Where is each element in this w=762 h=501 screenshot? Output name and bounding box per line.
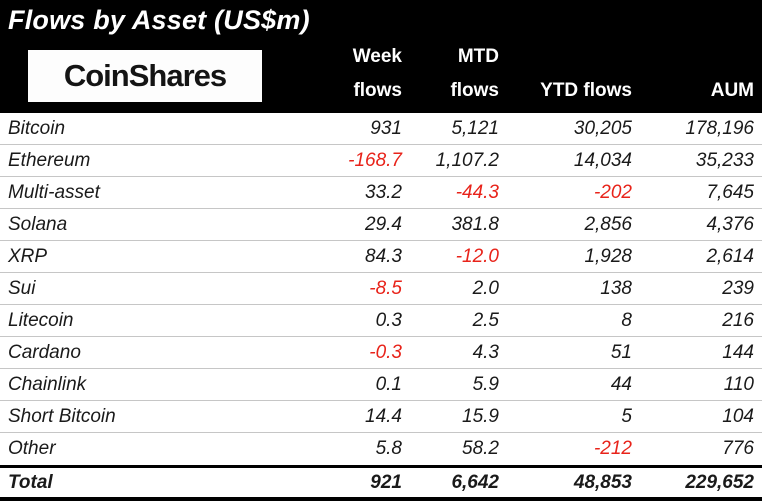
ytd-flows-value: 51 <box>610 341 632 363</box>
asset-name: Bitcoin <box>8 117 66 139</box>
col-header-mtd-line2: flows <box>450 80 499 102</box>
table-row: Other 5.8 58.2 -212 776 <box>0 433 762 465</box>
col-header-week-flows: Week flows <box>180 40 402 116</box>
mtd-flows-value: 58.2 <box>462 438 499 459</box>
col-header-week-line1: Week <box>352 46 402 67</box>
table-row: Cardano -0.3 4.3 51 144 <box>0 337 762 369</box>
aum-value: 216 <box>722 309 754 331</box>
table-row: Short Bitcoin 14.4 15.9 5 104 <box>0 401 762 433</box>
aum-value: 178,196 <box>685 117 754 139</box>
mtd-flows-value: 4.3 <box>472 341 499 363</box>
total-label: Total <box>8 471 53 493</box>
col-header-aum: AUM <box>710 80 754 102</box>
total-mtd-flows-value: 6,642 <box>451 471 499 493</box>
table-row: Solana 29.4 381.8 2,856 4,376 <box>0 209 762 241</box>
aum-value: 104 <box>722 405 754 427</box>
asset-name: Sui <box>8 277 36 299</box>
week-flows-value: -8.5 <box>369 277 402 299</box>
coinshares-wordmark: CoinShares <box>63 58 227 93</box>
table-row: Ethereum -168.7 1,107.2 14,034 35,233 <box>0 145 762 177</box>
aum-value: 776 <box>722 438 754 459</box>
asset-name: Ethereum <box>8 149 91 171</box>
asset-name: Litecoin <box>8 309 74 331</box>
asset-name: Other <box>8 438 56 459</box>
aum-value: 2,614 <box>706 245 754 267</box>
week-flows-value: 84.3 <box>365 245 402 267</box>
ytd-flows-value: 30,205 <box>573 117 632 139</box>
col-header-week-line2: flows <box>353 80 402 102</box>
asset-name: Solana <box>8 213 68 235</box>
table-row: XRP 84.3 -12.0 1,928 2,614 <box>0 241 762 273</box>
asset-name: Cardano <box>8 341 81 363</box>
ytd-flows-value: -212 <box>593 438 632 459</box>
week-flows-value: 0.1 <box>375 373 402 395</box>
week-flows-value: 0.3 <box>375 309 402 331</box>
aum-value: 35,233 <box>695 149 754 171</box>
coinshares-logo: CoinShares <box>28 50 262 102</box>
ytd-flows-value: 14,034 <box>573 149 632 171</box>
ytd-flows-value: 5 <box>621 405 632 427</box>
col-header-mtd-flows: MTD flows <box>402 40 499 116</box>
mtd-flows-value: 15.9 <box>462 405 499 427</box>
table-body: Bitcoin 931 5,121 30,205 178,196 Ethereum -168… <box>0 113 762 465</box>
total-aum-value: 229,652 <box>685 471 754 493</box>
mtd-flows-value: -44.3 <box>455 181 499 203</box>
asset-name: XRP <box>8 245 48 267</box>
week-flows-value: 33.2 <box>365 181 402 203</box>
week-flows-value: 5.8 <box>375 438 402 459</box>
mtd-flows-value: -12.0 <box>455 245 499 267</box>
total-week-flows-value: 921 <box>370 471 402 493</box>
mtd-flows-value: 1,107.2 <box>435 149 499 171</box>
aum-value: 7,645 <box>706 181 754 203</box>
asset-name: Chainlink <box>8 373 87 395</box>
mtd-flows-value: 2.5 <box>472 309 499 331</box>
ytd-flows-value: 8 <box>621 309 632 331</box>
ytd-flows-value: 1,928 <box>584 245 632 267</box>
col-header-mtd-line1: MTD <box>457 46 499 67</box>
mtd-flows-value: 5.9 <box>472 373 499 395</box>
mtd-flows-value: 381.8 <box>451 213 499 235</box>
ytd-flows-value: 138 <box>600 277 632 299</box>
table-row: Multi-asset 33.2 -44.3 -202 7,645 <box>0 177 762 209</box>
aum-value: 239 <box>722 277 754 299</box>
week-flows-value: -0.3 <box>369 341 402 363</box>
col-header-ytd-flows: YTD flows <box>540 80 632 102</box>
aum-value: 144 <box>722 341 754 363</box>
total-ytd-flows-value: 48,853 <box>573 471 632 493</box>
week-flows-value: 14.4 <box>365 405 402 427</box>
mtd-flows-value: 2.0 <box>472 277 499 299</box>
ytd-flows-value: 2,856 <box>584 213 632 235</box>
week-flows-value: 29.4 <box>365 213 402 235</box>
aum-value: 110 <box>723 373 754 395</box>
table-row: Litecoin 0.3 2.5 8 216 <box>0 305 762 337</box>
total-row: Total 921 6,642 48,853 229,652 <box>0 465 762 501</box>
ytd-flows-value: 44 <box>610 373 632 395</box>
week-flows-value: 931 <box>370 117 402 139</box>
asset-name: Short Bitcoin <box>8 405 116 427</box>
table-row: Bitcoin 931 5,121 30,205 178,196 <box>0 113 762 145</box>
aum-value: 4,376 <box>706 213 754 235</box>
asset-name: Multi-asset <box>8 181 100 203</box>
ytd-flows-value: -202 <box>593 181 632 203</box>
table-row: Sui -8.5 2.0 138 239 <box>0 273 762 305</box>
week-flows-value: -168.7 <box>348 149 402 171</box>
column-headers: Week flows MTD flows YTD flows AUM <box>0 40 762 113</box>
title-bar: Flows by Asset (US$m) <box>0 0 762 40</box>
table-header: CoinShares Week flows MTD flows YTD flow… <box>0 40 762 113</box>
page-title: Flows by Asset (US$m) <box>8 4 310 35</box>
mtd-flows-value: 5,121 <box>451 117 499 139</box>
table-row: Chainlink 0.1 5.9 44 110 <box>0 369 762 401</box>
